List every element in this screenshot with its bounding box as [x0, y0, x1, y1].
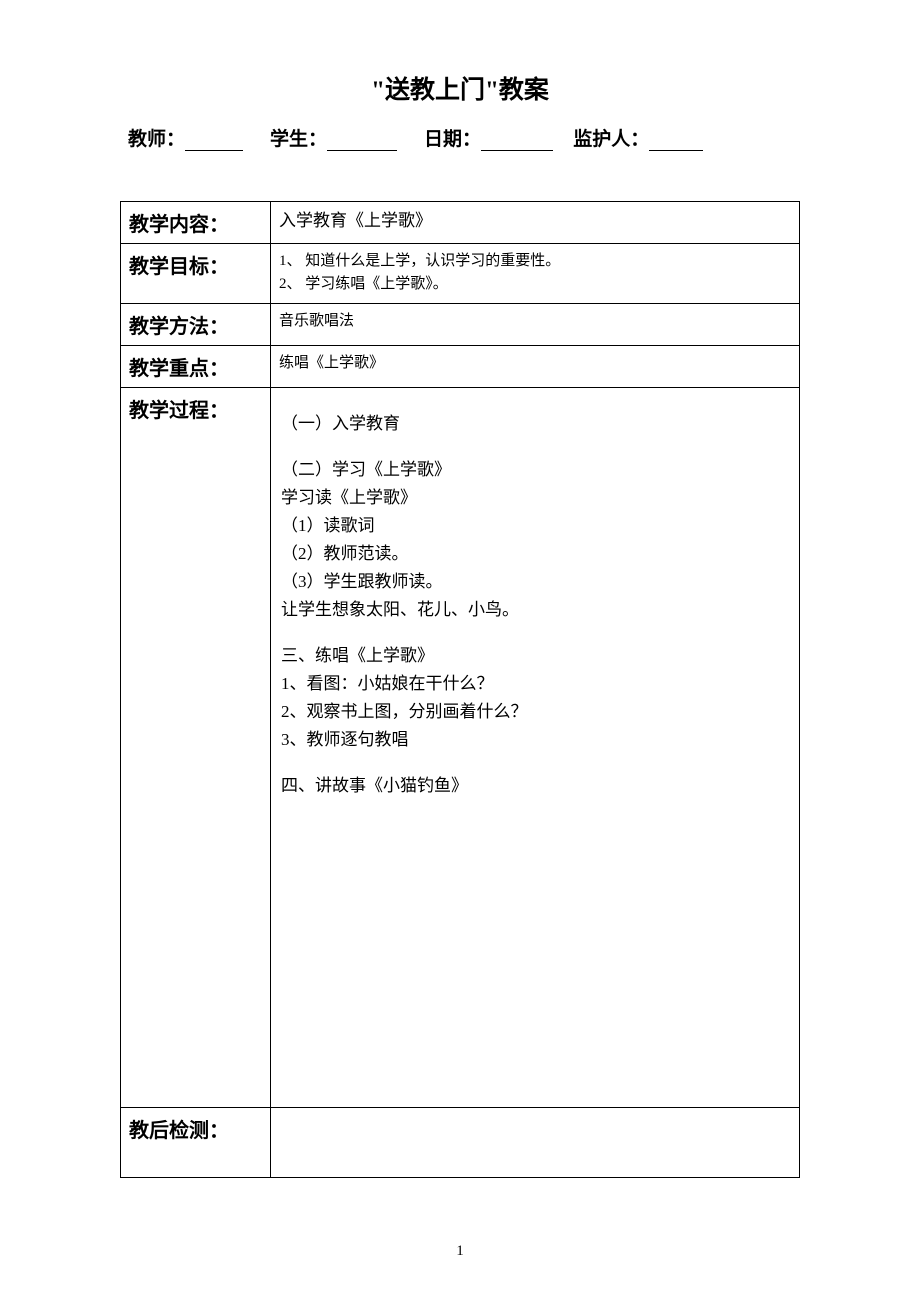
- label-post: 教后检测：: [121, 1107, 271, 1177]
- guardian-label: 监护人：: [573, 129, 649, 150]
- cell-process: （一）入学教育 （二）学习《上学歌》 学习读《上学歌》 （1）读歌词 （2）教师…: [271, 387, 800, 1107]
- label-focus: 教学重点：: [121, 345, 271, 387]
- label-method: 教学方法：: [121, 303, 271, 345]
- process-l7: 让学生想象太阳、花儿、小鸟。: [281, 596, 789, 624]
- cell-content: 入学教育《上学歌》: [271, 202, 800, 244]
- row-process: 教学过程： （一）入学教育 （二）学习《上学歌》 学习读《上学歌》 （1）读歌词…: [121, 387, 800, 1107]
- label-objective: 教学目标：: [121, 244, 271, 304]
- student-label: 学生：: [270, 129, 327, 150]
- cell-focus: 练唱《上学歌》: [271, 345, 800, 387]
- process-l2: （二）学习《上学歌》: [281, 456, 789, 484]
- row-post: 教后检测：: [121, 1107, 800, 1177]
- teacher-label: 教师：: [128, 129, 185, 150]
- process-body: （一）入学教育 （二）学习《上学歌》 学习读《上学歌》 （1）读歌词 （2）教师…: [279, 394, 791, 807]
- date-blank: [481, 130, 553, 151]
- cell-method: 音乐歌唱法: [271, 303, 800, 345]
- process-l1: （一）入学教育: [281, 410, 789, 438]
- process-l4: （1）读歌词: [281, 512, 789, 540]
- process-l8: 三、练唱《上学歌》: [281, 642, 789, 670]
- lesson-plan-table: 教学内容： 入学教育《上学歌》 教学目标： 1、 知道什么是上学，认识学习的重要…: [120, 201, 800, 1178]
- row-objective: 教学目标： 1、 知道什么是上学，认识学习的重要性。 2、 学习练唱《上学歌》。: [121, 244, 800, 304]
- row-method: 教学方法： 音乐歌唱法: [121, 303, 800, 345]
- page-number: 1: [0, 1243, 920, 1260]
- cell-post: [271, 1107, 800, 1177]
- row-focus: 教学重点： 练唱《上学歌》: [121, 345, 800, 387]
- cell-objective: 1、 知道什么是上学，认识学习的重要性。 2、 学习练唱《上学歌》。: [271, 244, 800, 304]
- objective-line-1: 1、 知道什么是上学，认识学习的重要性。: [279, 250, 791, 273]
- objective-line-2: 2、 学习练唱《上学歌》。: [279, 273, 791, 296]
- label-content: 教学内容：: [121, 202, 271, 244]
- student-blank: [327, 130, 397, 151]
- process-l3: 学习读《上学歌》: [281, 484, 789, 512]
- meta-line: 教师： 学生： 日期： 监护人：: [128, 124, 800, 151]
- row-content: 教学内容： 入学教育《上学歌》: [121, 202, 800, 244]
- process-l10: 2、观察书上图，分别画着什么？: [281, 698, 789, 726]
- process-l11: 3、教师逐句教唱: [281, 726, 789, 754]
- process-l9: 1、看图：小姑娘在干什么？: [281, 670, 789, 698]
- process-l6: （3）学生跟教师读。: [281, 568, 789, 596]
- process-l5: （2）教师范读。: [281, 540, 789, 568]
- page-title: "送教上门"教案: [120, 70, 800, 106]
- label-process: 教学过程：: [121, 387, 271, 1107]
- text-content: 入学教育《上学歌》: [279, 211, 432, 230]
- teacher-blank: [185, 130, 243, 151]
- date-label: 日期：: [424, 129, 481, 150]
- guardian-blank: [649, 130, 703, 151]
- process-l12: 四、讲故事《小猫钓鱼》: [281, 772, 789, 800]
